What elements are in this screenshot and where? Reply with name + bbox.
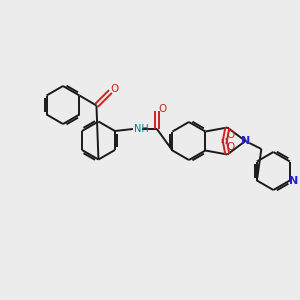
Text: O: O <box>159 104 167 114</box>
Text: NH: NH <box>134 124 149 134</box>
Text: O: O <box>226 142 235 152</box>
Text: N: N <box>241 136 250 146</box>
Text: N: N <box>289 176 298 185</box>
Text: O: O <box>110 83 118 94</box>
Text: O: O <box>226 130 235 140</box>
